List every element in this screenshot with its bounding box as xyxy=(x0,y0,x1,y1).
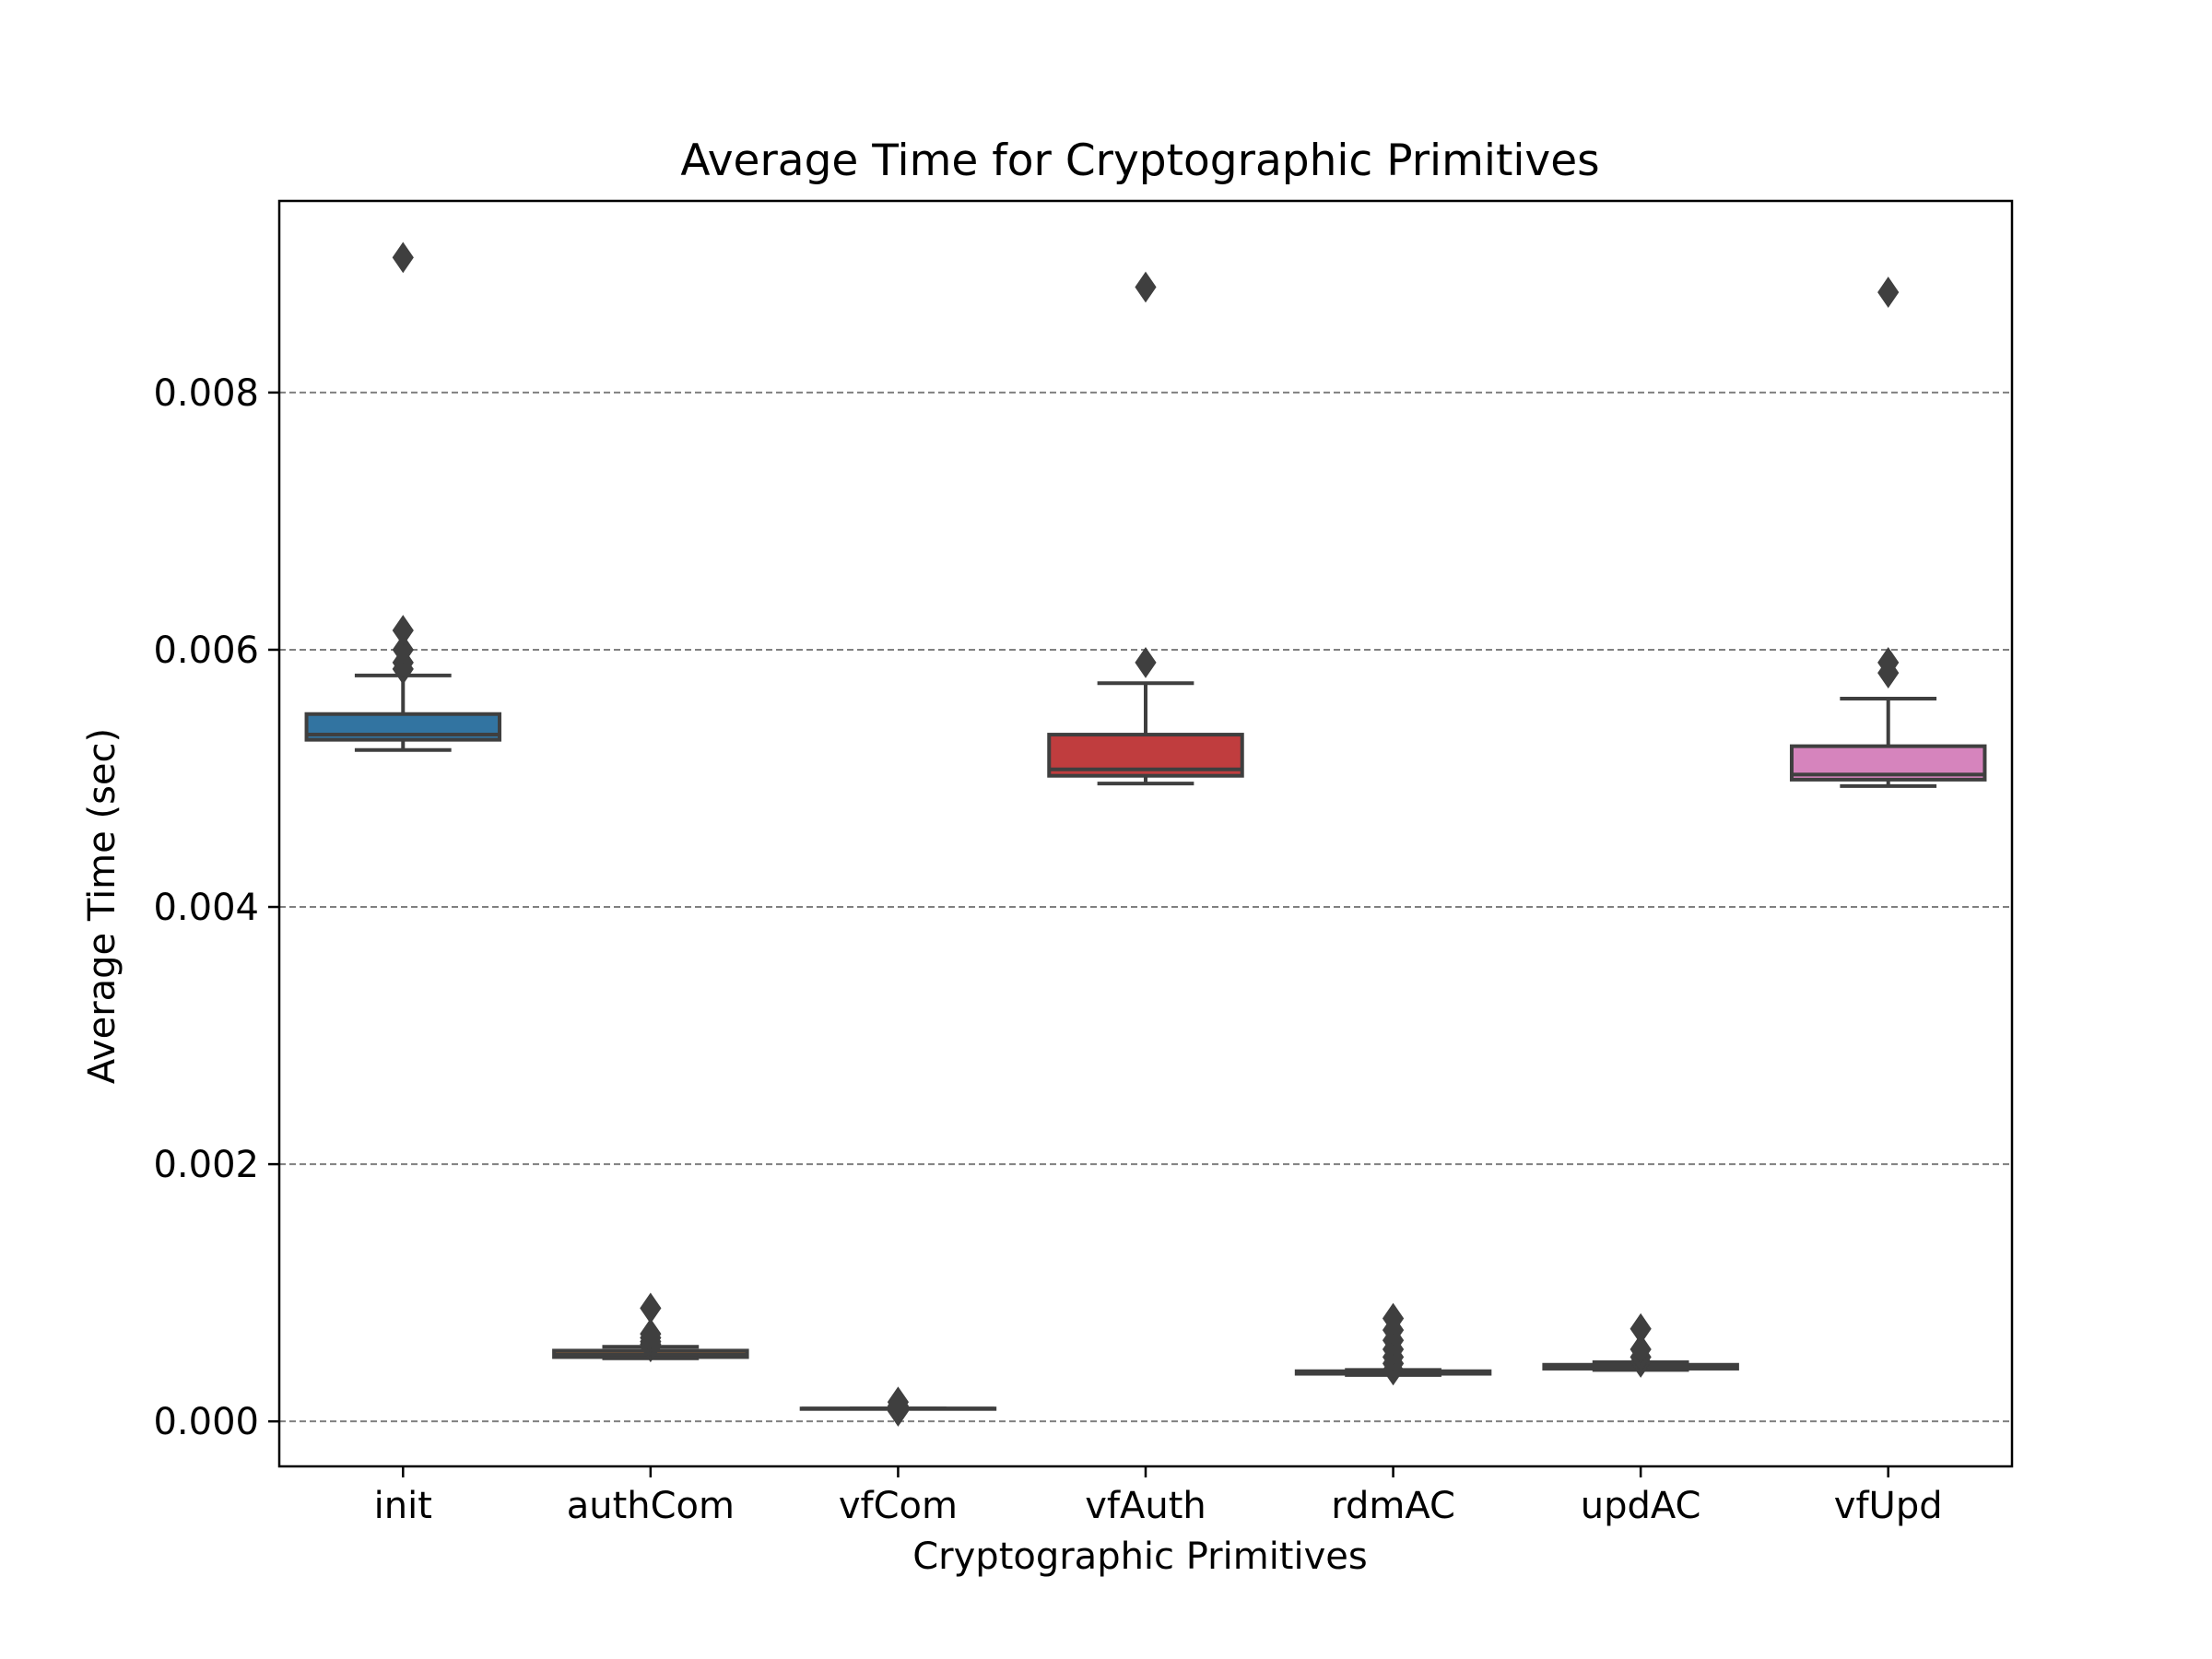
outlier-point xyxy=(392,241,414,274)
box-updAC xyxy=(1542,1312,1739,1378)
box-authCom xyxy=(552,1292,749,1363)
outlier-point xyxy=(392,615,414,646)
x-tick-label: authCom xyxy=(567,1485,735,1527)
outlier-point xyxy=(392,634,414,665)
y-tick-label: 0.004 xyxy=(153,887,259,929)
outlier-point xyxy=(640,1292,662,1324)
y-tick-label: 0.000 xyxy=(153,1401,259,1443)
outlier-point xyxy=(887,1386,910,1418)
y-grid-lines xyxy=(279,391,2012,1423)
box-vfCom xyxy=(799,1386,997,1427)
x-tick-label: rdmAC xyxy=(1331,1485,1455,1527)
x-tick-label: init xyxy=(374,1485,432,1527)
y-tick-label: 0.002 xyxy=(153,1144,259,1186)
x-tick-label: updAC xyxy=(1581,1485,1701,1527)
outlier-point xyxy=(1135,271,1157,303)
x-tick-label: vfAuth xyxy=(1085,1485,1206,1527)
box-init xyxy=(304,241,502,752)
x-tick-label: vfUpd xyxy=(1834,1485,1943,1527)
box-vfAuth xyxy=(1047,271,1244,786)
x-tick-label: vfCom xyxy=(839,1485,958,1527)
box-series xyxy=(304,241,1987,1427)
outlier-point xyxy=(1877,276,1900,308)
box-rdmAC xyxy=(1294,1302,1492,1386)
outlier-point xyxy=(640,1318,662,1350)
y-axis-ticks: 0.000 0.002 0.004 0.006 0.008 xyxy=(153,372,279,1443)
box-vfUpd xyxy=(1789,276,1987,788)
outlier-point xyxy=(1135,647,1157,678)
chart-title: Average Time for Cryptographic Primitive… xyxy=(680,135,1599,186)
y-tick-label: 0.008 xyxy=(153,372,259,415)
outlier-point xyxy=(1877,647,1900,678)
outlier-point xyxy=(1630,1312,1652,1345)
y-tick-label: 0.006 xyxy=(153,629,259,672)
y-axis-label: Average Time (sec) xyxy=(81,728,124,1084)
outlier-point xyxy=(1630,1334,1652,1365)
outlier-point xyxy=(1382,1302,1405,1335)
x-axis-ticks: init authCom vfCom vfAuth rdmAC updAC vfUpd xyxy=(374,1466,1943,1527)
x-axis-label: Cryptographic Primitives xyxy=(912,1535,1367,1578)
